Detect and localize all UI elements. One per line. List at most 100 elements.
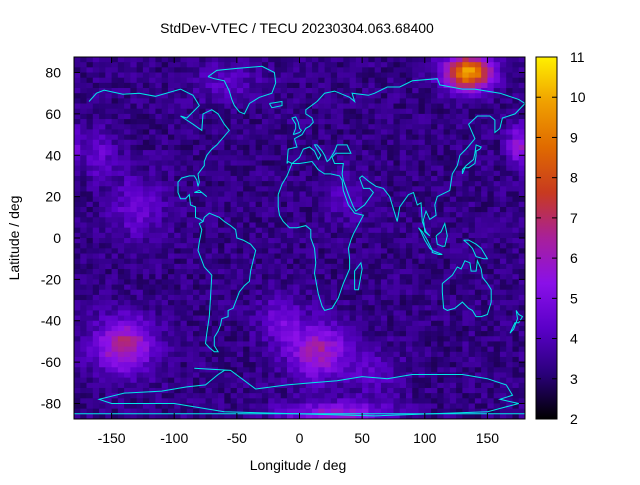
heatmap-cell	[468, 263, 476, 270]
heatmap-cell	[462, 139, 470, 146]
heatmap-cell	[136, 67, 144, 73]
heatmap-cell	[449, 150, 457, 156]
heatmap-cell	[305, 108, 313, 115]
heatmap-cell	[124, 72, 131, 79]
heatmap-cell	[362, 305, 369, 311]
heatmap-cell	[374, 77, 382, 84]
heatmap-cell	[312, 320, 319, 327]
heatmap-cell	[255, 305, 263, 311]
heatmap-cell	[243, 393, 250, 399]
heatmap-cell	[105, 300, 112, 306]
heatmap-cell	[449, 82, 457, 89]
heatmap-cell	[236, 336, 244, 342]
heatmap-cell	[111, 227, 119, 234]
heatmap-cell	[456, 382, 463, 389]
heatmap-cell	[337, 170, 344, 177]
heatmap-cell	[124, 113, 131, 120]
heatmap-cell	[474, 393, 482, 399]
heatmap-cell	[418, 108, 426, 115]
heatmap-cell	[412, 82, 419, 89]
heatmap-cell	[418, 393, 426, 399]
heatmap-cell	[86, 408, 94, 415]
heatmap-cell	[330, 243, 338, 249]
heatmap-cell	[255, 88, 263, 94]
heatmap-cell	[330, 341, 338, 347]
heatmap-cell	[161, 289, 169, 296]
heatmap-cell	[293, 351, 300, 358]
heatmap-cell	[449, 315, 457, 322]
heatmap-cell	[431, 300, 438, 306]
heatmap-cell	[443, 88, 451, 94]
heatmap-cell	[243, 62, 250, 68]
heatmap-cell	[449, 217, 457, 223]
heatmap-cell	[180, 201, 188, 208]
heatmap-cell	[236, 191, 244, 198]
heatmap-cell	[399, 144, 407, 151]
heatmap-cell	[437, 227, 444, 234]
heatmap-cell	[155, 232, 163, 239]
heatmap-cell	[211, 82, 219, 89]
heatmap-cell	[305, 310, 313, 316]
heatmap-cell	[274, 113, 282, 120]
heatmap-cell	[218, 372, 225, 379]
heatmap-cell	[92, 274, 100, 280]
heatmap-cell	[142, 351, 150, 358]
heatmap-cell	[155, 191, 163, 198]
heatmap-cell	[431, 356, 438, 363]
heatmap-cell	[174, 222, 181, 229]
heatmap-cell	[424, 232, 432, 239]
heatmap-cell	[155, 124, 163, 130]
heatmap-cell	[142, 119, 150, 125]
heatmap-cell	[462, 67, 470, 73]
heatmap-cell	[92, 279, 100, 285]
heatmap-cell	[481, 294, 488, 301]
heatmap-cell	[286, 232, 294, 239]
heatmap-cell	[512, 315, 520, 322]
heatmap-cell	[161, 175, 169, 182]
heatmap-cell	[80, 93, 87, 99]
heatmap-cell	[155, 196, 163, 203]
heatmap-cell	[412, 113, 419, 120]
heatmap-cell	[136, 134, 144, 141]
heatmap-cell	[174, 206, 181, 213]
heatmap-cell	[236, 222, 244, 229]
heatmap-cell	[456, 305, 463, 311]
heatmap-cell	[305, 243, 313, 249]
heatmap-cell	[293, 289, 300, 296]
heatmap-cell	[424, 222, 432, 229]
heatmap-cell	[161, 408, 169, 415]
heatmap-cell	[380, 331, 388, 337]
heatmap-cell	[374, 212, 382, 218]
heatmap-cell	[349, 98, 357, 104]
heatmap-cell	[174, 336, 181, 342]
heatmap-cell	[286, 408, 294, 415]
heatmap-cell	[211, 98, 219, 104]
heatmap-cell	[236, 206, 244, 213]
heatmap-cell	[255, 310, 263, 316]
heatmap-cell	[412, 367, 419, 373]
heatmap-cell	[261, 175, 269, 182]
heatmap-cell	[124, 191, 131, 198]
heatmap-cell	[161, 253, 169, 260]
heatmap-cell	[343, 377, 351, 384]
heatmap-cell	[474, 310, 482, 316]
heatmap-cell	[487, 238, 495, 244]
heatmap-cell	[74, 382, 81, 389]
heatmap-cell	[236, 356, 244, 363]
heatmap-cell	[499, 289, 507, 296]
heatmap-cell	[368, 393, 376, 399]
heatmap-cell	[487, 72, 495, 79]
heatmap-cell	[86, 393, 94, 399]
heatmap-cell	[299, 253, 307, 260]
heatmap-cell	[186, 212, 194, 218]
heatmap-cell	[180, 346, 188, 353]
heatmap-cell	[142, 382, 150, 389]
heatmap-cell	[312, 300, 319, 306]
heatmap-cell	[218, 150, 225, 156]
heatmap-cell	[312, 387, 319, 394]
heatmap-cell	[474, 77, 482, 84]
heatmap-cell	[186, 93, 194, 99]
heatmap-cell	[481, 279, 488, 285]
heatmap-cell	[418, 294, 426, 301]
heatmap-cell	[86, 108, 94, 115]
